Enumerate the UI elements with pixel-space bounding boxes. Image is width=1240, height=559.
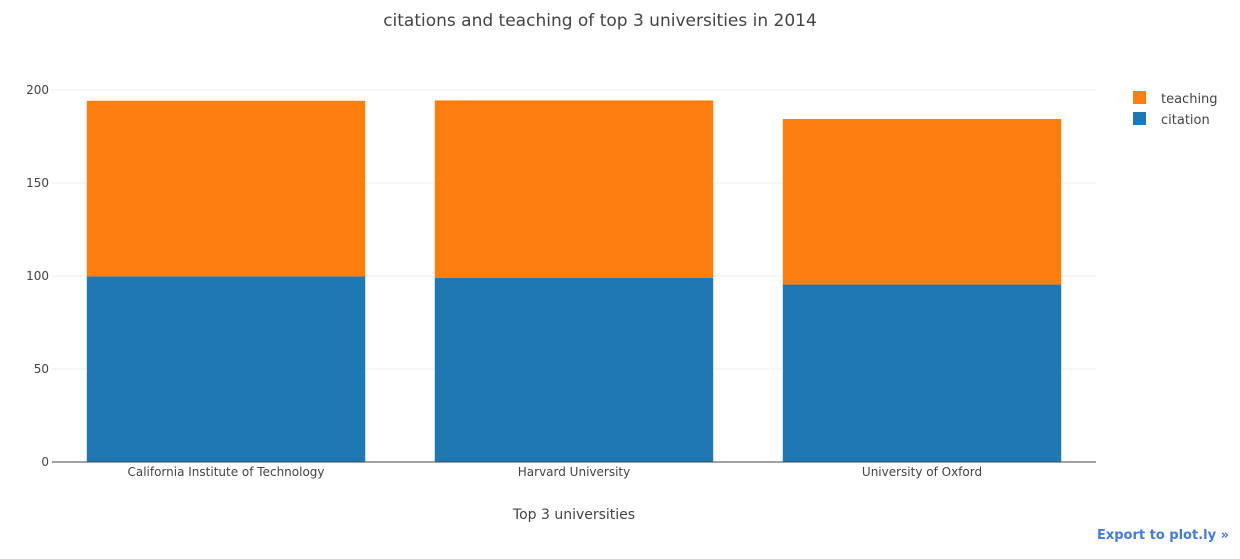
legend[interactable]: teaching citation [1133, 91, 1218, 128]
y-tick-label: 50 [34, 362, 49, 376]
x-tick-label: University of Oxford [862, 465, 982, 479]
bar-citation [86, 276, 366, 462]
export-to-plotly-link[interactable]: Export to plot.ly » [1096, 528, 1229, 543]
bar-teaching [782, 119, 1062, 285]
x-tick-label: Harvard University [518, 465, 630, 479]
x-tick-label: California Institute of Technology [127, 465, 324, 479]
y-tick-label: 100 [26, 269, 49, 283]
y-tick-label: 200 [26, 83, 49, 97]
legend-label: citation [1161, 113, 1210, 128]
x-axis-ticks: California Institute of Technology Harvar… [127, 465, 982, 479]
legend-swatch [1133, 91, 1146, 104]
bar-teaching [434, 100, 714, 278]
bar-teaching [86, 100, 366, 277]
legend-item-citation[interactable]: citation [1133, 112, 1210, 128]
bar-citation [782, 284, 1062, 462]
x-axis-title: Top 3 universities [512, 507, 635, 523]
y-axis-ticks: 0 50 100 150 200 [26, 83, 49, 469]
legend-swatch [1133, 112, 1146, 125]
y-tick-label: 0 [41, 455, 49, 469]
legend-label: teaching [1161, 92, 1218, 107]
bar-citation [434, 277, 714, 462]
chart-title: citations and teaching of top 3 universi… [383, 11, 817, 31]
y-tick-label: 150 [26, 176, 49, 190]
legend-item-teaching[interactable]: teaching [1133, 91, 1218, 107]
bars [86, 100, 1062, 462]
